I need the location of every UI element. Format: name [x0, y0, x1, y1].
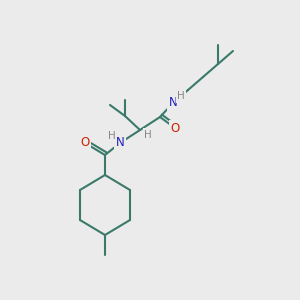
- Text: O: O: [170, 122, 180, 134]
- Text: H: H: [108, 131, 116, 141]
- Text: O: O: [80, 136, 90, 149]
- Text: H: H: [144, 130, 152, 140]
- Text: H: H: [177, 91, 185, 101]
- Text: N: N: [169, 97, 177, 110]
- Text: N: N: [116, 136, 124, 149]
